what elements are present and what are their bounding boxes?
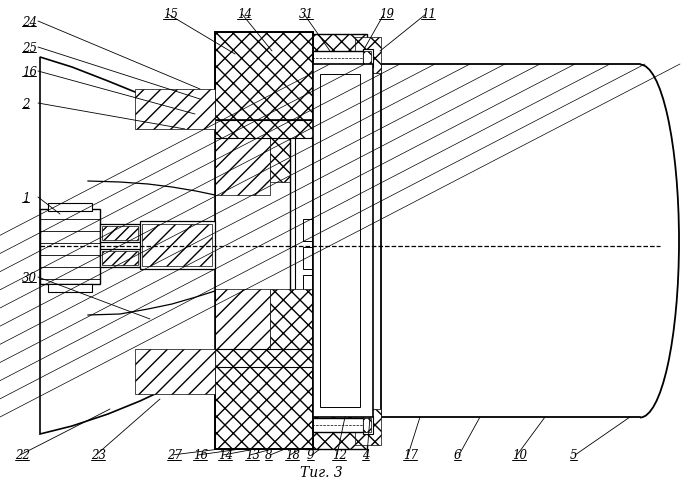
Text: 27: 27 — [167, 449, 182, 462]
Text: 6: 6 — [454, 449, 461, 462]
Text: 4: 4 — [362, 449, 370, 462]
Text: 24: 24 — [22, 15, 37, 29]
Text: Τиг. 3: Τиг. 3 — [300, 465, 343, 479]
Bar — [102, 227, 138, 241]
Bar — [325, 121, 340, 345]
Text: 22: 22 — [15, 449, 30, 462]
Bar — [355, 409, 381, 445]
Text: 5: 5 — [570, 449, 577, 462]
Text: 25: 25 — [22, 42, 37, 54]
Text: 18: 18 — [285, 449, 300, 462]
Text: 31: 31 — [299, 9, 314, 21]
Bar — [303, 275, 317, 297]
Text: 10: 10 — [512, 449, 527, 462]
Bar — [290, 121, 305, 345]
Text: 12: 12 — [332, 449, 347, 462]
Bar — [215, 33, 313, 121]
Bar — [270, 289, 313, 351]
Bar — [303, 247, 317, 270]
Bar — [142, 225, 212, 267]
Bar — [100, 249, 140, 268]
Bar — [48, 285, 92, 292]
Text: 9: 9 — [307, 449, 315, 462]
Bar — [305, 35, 367, 77]
Bar — [367, 65, 381, 417]
Text: 8: 8 — [265, 449, 273, 462]
Bar — [270, 121, 313, 182]
Bar — [303, 220, 317, 242]
Bar — [313, 65, 373, 417]
Bar — [275, 418, 365, 432]
Bar — [100, 225, 140, 242]
Bar — [215, 33, 313, 121]
Polygon shape — [40, 58, 215, 434]
Bar — [102, 252, 138, 265]
Bar — [215, 121, 313, 139]
Bar — [135, 90, 215, 130]
Bar — [215, 289, 270, 364]
Bar — [305, 407, 367, 449]
Text: 23: 23 — [91, 449, 106, 462]
Text: 14: 14 — [218, 449, 233, 462]
Text: 1: 1 — [22, 191, 29, 204]
Bar — [140, 222, 215, 270]
Bar — [355, 38, 381, 74]
Text: 14: 14 — [237, 9, 252, 21]
Text: 17: 17 — [403, 449, 418, 462]
Bar — [305, 407, 367, 449]
Text: 30: 30 — [22, 271, 37, 284]
Bar — [295, 135, 325, 329]
Bar — [215, 121, 313, 139]
Text: 19: 19 — [379, 9, 394, 21]
Bar — [363, 418, 371, 432]
Bar — [320, 75, 360, 407]
Bar — [215, 349, 313, 367]
Bar — [215, 121, 270, 196]
Text: 15: 15 — [163, 9, 178, 21]
Bar — [215, 364, 313, 449]
Bar — [215, 349, 313, 367]
Bar — [363, 416, 373, 434]
Bar — [215, 364, 313, 449]
Bar — [363, 52, 371, 66]
Bar — [135, 349, 215, 394]
Text: 11: 11 — [421, 9, 436, 21]
Bar — [363, 50, 373, 68]
Text: 13: 13 — [245, 449, 260, 462]
Text: 2: 2 — [22, 97, 29, 110]
Bar — [48, 204, 92, 212]
Bar — [275, 52, 365, 66]
Text: 16: 16 — [22, 65, 37, 78]
Bar — [305, 35, 367, 77]
Bar — [40, 210, 100, 285]
Text: 16: 16 — [193, 449, 208, 462]
